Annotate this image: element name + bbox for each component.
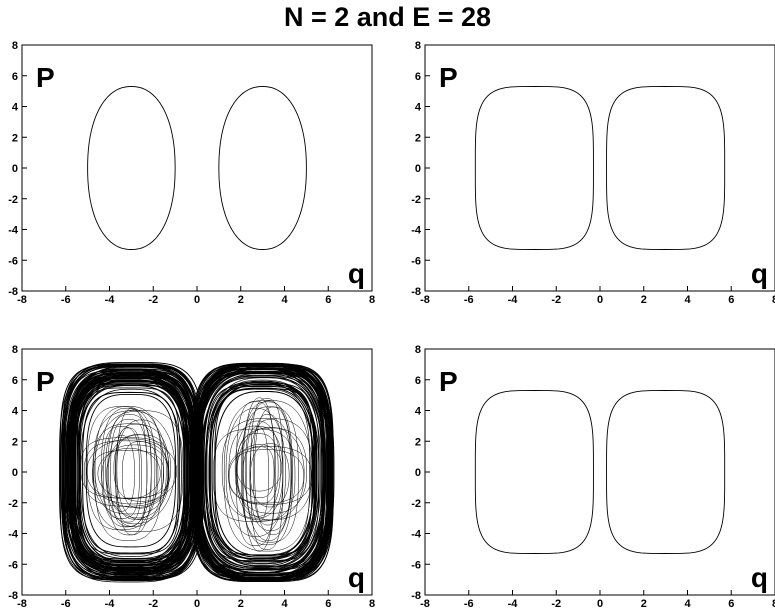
y-tick-label: 8 [12, 40, 18, 52]
chaotic-trajectory [59, 362, 204, 583]
y-tick-label: 8 [415, 344, 421, 356]
x-tick-label: -6 [61, 598, 71, 610]
y-tick-label: 6 [12, 375, 18, 387]
orbit-curve [474, 390, 594, 554]
y-tick-label: 6 [415, 375, 421, 387]
x-tick-label: 6 [325, 294, 331, 306]
orbit-curve [474, 86, 594, 250]
x-tick-label: -4 [508, 294, 519, 306]
x-tick-label: -8 [17, 598, 27, 610]
y-tick-label: 2 [415, 436, 421, 448]
y-tick-label: -2 [8, 498, 18, 510]
y-tick-label: -2 [411, 498, 421, 510]
x-tick-label: -4 [105, 598, 116, 610]
y-tick-label: 8 [12, 344, 18, 356]
y-tick-label: 4 [415, 102, 422, 114]
y-tick-label: -6 [411, 255, 421, 267]
y-axis-title: P [439, 62, 458, 93]
y-tick-label: 8 [415, 40, 421, 52]
y-tick-label: 4 [415, 406, 422, 418]
y-tick-label: 2 [12, 132, 18, 144]
y-tick-label: -6 [8, 255, 18, 267]
x-tick-label: -2 [551, 598, 561, 610]
x-tick-label: 4 [281, 598, 288, 610]
y-tick-label: -6 [411, 559, 421, 571]
x-tick-label: -8 [420, 598, 430, 610]
orbit-curve [87, 86, 176, 250]
y-tick-label: -2 [8, 194, 18, 206]
x-tick-label: 0 [194, 294, 200, 306]
x-axis-title: q [751, 258, 768, 289]
y-tick-label: 2 [12, 436, 18, 448]
x-tick-label: -8 [17, 294, 27, 306]
x-tick-label: 6 [728, 294, 734, 306]
x-tick-label: 6 [728, 598, 734, 610]
y-tick-label: 2 [415, 132, 421, 144]
orbit-curve [606, 86, 726, 250]
x-tick-label: -6 [61, 294, 71, 306]
y-tick-label: 6 [415, 71, 421, 83]
y-tick-label: 6 [12, 71, 18, 83]
x-tick-label: 8 [772, 598, 775, 610]
x-tick-label: 0 [597, 598, 603, 610]
y-tick-label: 0 [12, 163, 18, 175]
y-tick-label: 0 [415, 163, 421, 175]
x-axis-title: q [751, 562, 768, 593]
x-tick-label: 0 [597, 294, 603, 306]
y-axis-title: P [36, 62, 55, 93]
x-tick-label: -2 [551, 294, 561, 306]
y-tick-label: -4 [411, 225, 422, 237]
y-tick-label: -8 [411, 286, 421, 298]
x-tick-label: 8 [369, 598, 375, 610]
y-axis-title: P [439, 366, 458, 397]
x-tick-label: -2 [148, 294, 158, 306]
y-tick-label: -4 [411, 529, 422, 541]
x-tick-label: 6 [325, 598, 331, 610]
x-tick-label: 8 [369, 294, 375, 306]
y-tick-label: -2 [411, 194, 421, 206]
x-tick-label: 2 [641, 598, 647, 610]
x-tick-label: 8 [772, 294, 775, 306]
x-tick-label: 4 [281, 294, 288, 306]
x-tick-label: -6 [464, 598, 474, 610]
y-tick-label: 4 [12, 102, 19, 114]
y-tick-label: -4 [8, 225, 19, 237]
x-axis-title: q [348, 258, 365, 289]
x-tick-label: 2 [641, 294, 647, 306]
chaotic-trajectory [189, 362, 335, 583]
y-tick-label: 0 [415, 467, 421, 479]
y-tick-label: -8 [411, 590, 421, 602]
x-tick-label: -8 [420, 294, 430, 306]
y-tick-label: 0 [12, 467, 18, 479]
x-axis-title: q [348, 562, 365, 593]
y-tick-label: -4 [8, 529, 19, 541]
orbit-curve [218, 86, 307, 250]
x-tick-label: 2 [238, 294, 244, 306]
y-tick-label: -8 [8, 590, 18, 602]
x-tick-label: 0 [194, 598, 200, 610]
x-tick-label: -6 [464, 294, 474, 306]
orbit-curve [606, 390, 726, 554]
x-tick-label: -4 [508, 598, 519, 610]
x-tick-label: 4 [684, 598, 691, 610]
x-tick-label: -2 [148, 598, 158, 610]
x-tick-label: 2 [238, 598, 244, 610]
x-tick-label: -4 [105, 294, 116, 306]
y-tick-label: -6 [8, 559, 18, 571]
figure-title: N = 2 and E = 28 [283, 2, 492, 32]
x-tick-label: 4 [684, 294, 691, 306]
y-tick-label: -8 [8, 286, 18, 298]
y-axis-title: P [36, 366, 55, 397]
plot-frame [424, 348, 775, 596]
y-tick-label: 4 [12, 406, 19, 418]
